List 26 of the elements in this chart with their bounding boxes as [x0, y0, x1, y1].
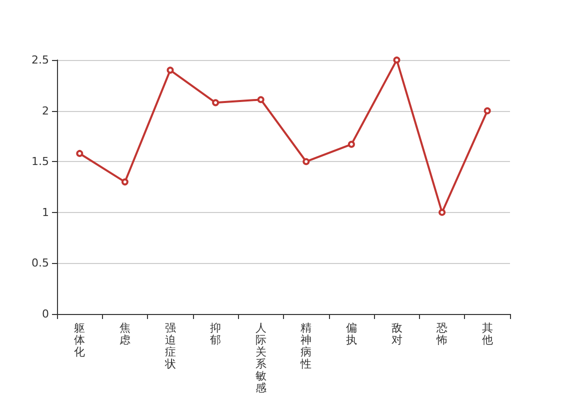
x-tick-label: 躯体化: [74, 322, 86, 358]
point: [348, 140, 355, 148]
x-tick-label: 偏执: [346, 322, 357, 346]
y-tick-label: 1.5: [32, 155, 49, 168]
point: [76, 150, 84, 157]
point: [484, 107, 491, 114]
point: [302, 158, 310, 166]
point: [121, 178, 128, 186]
x-tick-label: 强迫症状: [164, 322, 176, 370]
point: [393, 56, 400, 64]
point: [257, 96, 264, 104]
x-tick-label: 敌对: [391, 322, 402, 346]
x-tick-label: 人际关系敏感: [255, 322, 266, 394]
y-tick-label: 2: [42, 104, 49, 118]
point: [438, 208, 446, 216]
point: [166, 66, 174, 74]
x-tick-label: 其他: [482, 322, 493, 346]
y-tick-label: 2.5: [32, 54, 49, 66]
y-tick-label: 0.5: [32, 256, 49, 270]
y-tick-label: 1: [42, 206, 49, 219]
x-tick-label: 恐怖: [436, 322, 448, 346]
point: [212, 99, 220, 106]
x-tick-label: 抑郁: [210, 322, 222, 346]
x-tick-label: 精神病性: [300, 322, 312, 370]
x-tick-label: 焦虑: [119, 322, 130, 346]
y-tick-label: 0: [42, 308, 49, 320]
